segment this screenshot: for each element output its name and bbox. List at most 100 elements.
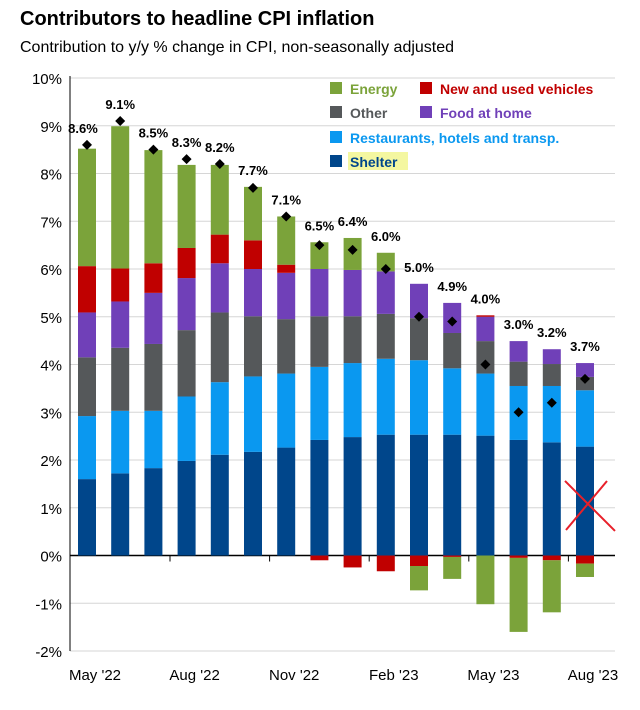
bar-other xyxy=(78,357,96,417)
legend-label-new-and-used-vehicles: New and used vehicles xyxy=(440,81,593,97)
bar-new-and-used-vehicles xyxy=(542,555,561,561)
data-label: 5.0% xyxy=(404,260,434,275)
bar-energy xyxy=(576,563,594,577)
bar-food-at-home xyxy=(476,316,495,342)
bar-food-at-home xyxy=(277,272,296,320)
bar-energy xyxy=(244,186,262,241)
bar-restaurants-hotels-and-transp- xyxy=(376,358,395,435)
headline-diamond-marker xyxy=(214,158,225,169)
chart-title: Contributors to headline CPI inflation xyxy=(20,8,375,30)
legend-label-restaurants-hotels-and-transp-: Restaurants, hotels and transp. xyxy=(350,130,559,146)
bar-restaurants-hotels-and-transp- xyxy=(576,390,594,447)
y-tick-label: 1% xyxy=(40,501,62,518)
headline-diamond-marker xyxy=(181,154,192,165)
bar-shelter xyxy=(277,447,296,556)
x-tick-label: Feb '23 xyxy=(369,667,419,684)
x-tick-label: Aug '23 xyxy=(568,667,618,684)
bar-food-at-home xyxy=(343,269,362,317)
data-label: 4.9% xyxy=(437,279,467,294)
bar-new-and-used-vehicles xyxy=(410,555,428,567)
chart-subtitle: Contribution to y/y % change in CPI, non… xyxy=(20,39,455,56)
legend-label-other: Other xyxy=(350,105,388,121)
legend-label-energy: Energy xyxy=(350,81,398,97)
bar-other xyxy=(376,313,395,359)
x-tick-label: Aug '22 xyxy=(169,667,219,684)
bar-food-at-home xyxy=(542,349,561,365)
bar-shelter xyxy=(244,451,262,556)
y-tick-label: 4% xyxy=(40,358,62,375)
headline-diamond-marker xyxy=(248,182,258,193)
bar-restaurants-hotels-and-transp- xyxy=(410,360,428,435)
bar-restaurants-hotels-and-transp- xyxy=(111,410,130,474)
bar-shelter xyxy=(476,435,495,556)
bar-energy xyxy=(144,150,163,264)
headline-diamond-marker xyxy=(347,244,358,255)
bar-food-at-home xyxy=(244,269,262,317)
bar-energy xyxy=(78,148,96,267)
bar-restaurants-hotels-and-transp- xyxy=(78,416,96,480)
bar-new-and-used-vehicles xyxy=(111,268,130,302)
bar-new-and-used-vehicles xyxy=(177,247,196,279)
bar-energy xyxy=(310,242,329,269)
y-tick-label: 5% xyxy=(40,310,62,327)
bar-food-at-home xyxy=(310,269,329,317)
bar-food-at-home xyxy=(111,301,130,348)
headline-diamond-marker xyxy=(447,316,458,327)
bar-other xyxy=(410,318,428,361)
bar-new-and-used-vehicles xyxy=(310,555,329,561)
bar-shelter xyxy=(144,468,163,556)
bar-new-and-used-vehicles xyxy=(376,555,395,572)
bar-energy xyxy=(476,555,495,605)
bar-shelter xyxy=(376,434,395,556)
bar-food-at-home xyxy=(509,341,528,362)
data-label: 6.4% xyxy=(338,214,368,229)
bar-other xyxy=(177,330,196,397)
bar-shelter xyxy=(343,437,362,556)
bar-shelter xyxy=(310,439,329,556)
headline-diamond-marker xyxy=(148,144,159,155)
bar-restaurants-hotels-and-transp- xyxy=(310,366,329,440)
bar-other xyxy=(542,364,561,386)
bar-energy xyxy=(277,216,296,265)
bar-restaurants-hotels-and-transp- xyxy=(244,376,262,452)
data-label: 8.3% xyxy=(172,135,202,150)
bar-food-at-home xyxy=(78,312,96,358)
bar-other xyxy=(476,341,495,374)
bar-restaurants-hotels-and-transp- xyxy=(144,410,163,469)
data-label: 6.5% xyxy=(305,218,335,233)
bar-other xyxy=(210,312,229,383)
bar-shelter xyxy=(443,434,462,556)
x-tick-label: May '23 xyxy=(467,667,519,684)
bar-restaurants-hotels-and-transp- xyxy=(542,385,561,443)
headline-diamond-marker xyxy=(82,139,92,150)
bar-shelter xyxy=(111,473,130,556)
x-tick-label: May '22 xyxy=(69,667,121,684)
legend-swatch xyxy=(330,106,342,118)
data-label: 4.0% xyxy=(471,291,501,306)
data-label: 7.7% xyxy=(238,163,268,178)
data-label: 8.5% xyxy=(139,126,169,141)
bar-shelter xyxy=(542,442,561,556)
bar-energy xyxy=(111,126,130,269)
legend-highlight xyxy=(348,152,408,170)
headline-diamond-marker xyxy=(314,240,325,251)
data-label: 9.1% xyxy=(105,97,135,112)
legend-swatch xyxy=(330,82,342,94)
bar-energy xyxy=(376,252,395,272)
legend-swatch xyxy=(420,106,432,118)
legend-label-food-at-home: Food at home xyxy=(440,105,532,121)
y-tick-label: 6% xyxy=(40,262,62,279)
bar-new-and-used-vehicles xyxy=(576,555,594,564)
bar-other xyxy=(509,361,528,386)
bar-energy xyxy=(509,557,528,632)
bar-new-and-used-vehicles xyxy=(210,234,229,264)
y-tick-label: 9% xyxy=(40,119,62,136)
bar-shelter xyxy=(78,479,96,556)
data-label: 3.0% xyxy=(504,317,534,332)
bar-restaurants-hotels-and-transp- xyxy=(343,363,362,438)
bar-new-and-used-vehicles xyxy=(144,263,163,293)
bar-restaurants-hotels-and-transp- xyxy=(177,396,196,461)
bar-food-at-home xyxy=(210,263,229,313)
